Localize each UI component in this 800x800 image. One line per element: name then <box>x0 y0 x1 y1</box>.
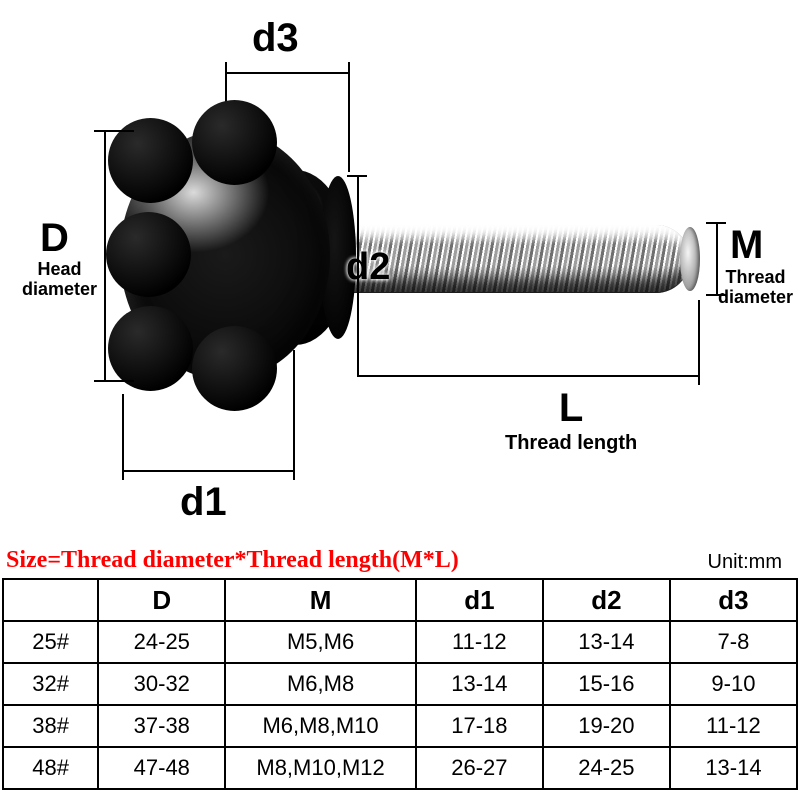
table-header-cell <box>3 579 98 621</box>
table-cell: 26-27 <box>416 747 543 789</box>
tick <box>94 130 134 132</box>
table-cell: 9-10 <box>670 663 797 705</box>
table-header-cell: d3 <box>670 579 797 621</box>
table-cell: 17-18 <box>416 705 543 747</box>
table-cell: 24-25 <box>98 621 225 663</box>
dim-line-d3 <box>225 72 350 74</box>
table-header-cell: d1 <box>416 579 543 621</box>
caption-row: Size=Thread diameter*Thread length(M*L) … <box>0 540 800 574</box>
table-header-cell: d2 <box>543 579 670 621</box>
table-row: 48#47-48M8,M10,M1226-2724-2513-14 <box>3 747 797 789</box>
table-cell: 11-12 <box>670 705 797 747</box>
thread-shaft-end <box>680 227 700 291</box>
table-row: 38#37-38M6,M8,M1017-1819-2011-12 <box>3 705 797 747</box>
spec-table-header-row: DMd1d2d3 <box>3 579 797 621</box>
tick <box>347 175 367 177</box>
label-D-sub: Headdiameter <box>22 260 97 300</box>
label-d3: d3 <box>252 18 299 58</box>
table-cell: 38# <box>3 705 98 747</box>
spec-table-head: DMd1d2d3 <box>3 579 797 621</box>
tick <box>94 380 134 382</box>
spec-table: DMd1d2d3 25#24-25M5,M611-1213-147-832#30… <box>2 578 798 790</box>
table-cell: M6,M8,M10 <box>225 705 416 747</box>
table-cell: 48# <box>3 747 98 789</box>
tick <box>293 350 295 480</box>
label-M-sub: Threaddiameter <box>718 268 793 308</box>
table-cell: 47-48 <box>98 747 225 789</box>
table-cell: 15-16 <box>543 663 670 705</box>
table-cell: M6,M8 <box>225 663 416 705</box>
size-formula: Size=Thread diameter*Thread length(M*L) <box>6 547 459 574</box>
label-d2: d2 <box>346 248 390 286</box>
table-row: 25#24-25M5,M611-1213-147-8 <box>3 621 797 663</box>
tick <box>122 394 124 480</box>
knob-lobe <box>108 306 193 391</box>
table-cell: M5,M6 <box>225 621 416 663</box>
knob-lobe <box>192 326 277 411</box>
table-cell: 32# <box>3 663 98 705</box>
table-cell: 37-38 <box>98 705 225 747</box>
table-cell: 7-8 <box>670 621 797 663</box>
dim-line-M <box>716 222 718 296</box>
knob-lobe <box>192 100 277 185</box>
unit-label: Unit:mm <box>708 551 782 574</box>
dim-line-D <box>104 130 106 380</box>
tick <box>698 300 700 385</box>
dim-line-d1 <box>122 470 295 472</box>
table-row: 32#30-32M6,M813-1415-169-10 <box>3 663 797 705</box>
thread-shaft <box>345 225 690 293</box>
table-cell: 25# <box>3 621 98 663</box>
label-M: M <box>730 225 763 265</box>
spec-table-body: 25#24-25M5,M611-1213-147-832#30-32M6,M81… <box>3 621 797 789</box>
dimension-diagram: d3 D Headdiameter d2 M Threaddiameter L <box>0 0 800 540</box>
knob-lobe <box>106 212 191 297</box>
dim-line-L <box>357 375 700 377</box>
dim-line-d2 <box>357 175 359 375</box>
table-cell: 24-25 <box>543 747 670 789</box>
label-L: L Thread length <box>505 388 637 454</box>
table-cell: 13-14 <box>416 663 543 705</box>
table-header-cell: M <box>225 579 416 621</box>
table-cell: 11-12 <box>416 621 543 663</box>
table-cell: 13-14 <box>543 621 670 663</box>
table-header-cell: D <box>98 579 225 621</box>
label-D: D <box>40 218 69 258</box>
table-cell: 19-20 <box>543 705 670 747</box>
table-cell: 13-14 <box>670 747 797 789</box>
tick <box>706 222 726 224</box>
tick <box>348 62 350 172</box>
tick <box>706 294 726 296</box>
table-cell: 30-32 <box>98 663 225 705</box>
label-d1: d1 <box>180 482 227 522</box>
table-cell: M8,M10,M12 <box>225 747 416 789</box>
